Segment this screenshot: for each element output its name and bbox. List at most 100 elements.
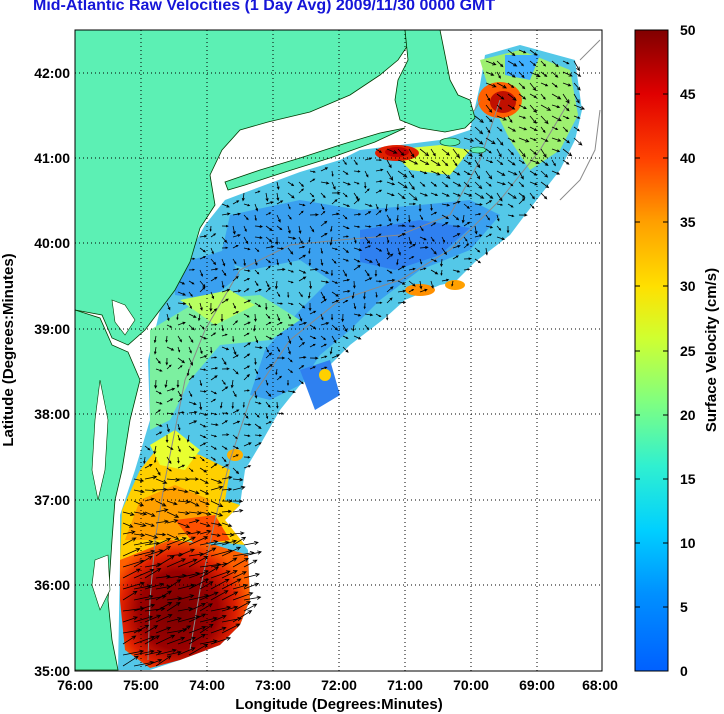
- velocity-arrow: [188, 467, 194, 473]
- velocity-arrow: [375, 233, 382, 238]
- velocity-arrow: [210, 276, 218, 282]
- velocity-arrow: [452, 255, 459, 260]
- velocity-arrow: [485, 137, 496, 145]
- velocity-arrow: [243, 412, 249, 419]
- velocity-arrow: [232, 467, 240, 475]
- velocity-arrow: [331, 291, 339, 297]
- velocity-arrow: [210, 615, 227, 623]
- velocity-arrow: [418, 203, 422, 213]
- velocity-arrow: [507, 71, 516, 78]
- velocity-arrow: [188, 291, 193, 297]
- velocity-arrow: [232, 454, 239, 458]
- velocity-arrow: [496, 148, 502, 158]
- velocity-arrow: [441, 203, 451, 207]
- velocity-arrow: [188, 510, 202, 516]
- velocity-arrow: [308, 258, 312, 267]
- velocity-arrow: [518, 159, 525, 164]
- velocity-arrow: [386, 236, 390, 244]
- velocity-arrow: [562, 148, 573, 157]
- velocity-arrow: [386, 278, 396, 282]
- velocity-arrow: [166, 617, 182, 623]
- velocity-arrow: [243, 434, 251, 437]
- velocity-arrow: [144, 445, 151, 451]
- velocity-arrow: [276, 302, 284, 305]
- x-axis-label: Longitude (Degrees:Minutes): [235, 696, 443, 713]
- velocity-arrow: [243, 214, 249, 221]
- y-axis-label: Latitude (Degrees:Minutes): [0, 253, 17, 446]
- velocity-arrow: [133, 489, 145, 494]
- velocity-arrow: [507, 192, 517, 199]
- velocity-arrow: [474, 258, 482, 264]
- colorbar-tick: 15: [680, 471, 696, 487]
- velocity-arrow: [264, 302, 268, 311]
- velocity-arrow: [342, 214, 348, 220]
- velocity-arrow: [232, 311, 240, 315]
- velocity-arrow: [210, 390, 218, 395]
- velocity-arrow: [320, 322, 330, 326]
- velocity-arrow: [210, 323, 218, 326]
- velocity-arrow: [144, 625, 159, 634]
- velocity-arrow: [463, 236, 468, 242]
- velocity-arrow: [330, 313, 334, 321]
- velocity-arrow: [474, 192, 485, 199]
- velocity-arrow: [364, 269, 370, 277]
- colorbar-tick: 30: [680, 278, 696, 294]
- lon-tick: 75:00: [123, 677, 159, 693]
- velocity-arrow: [331, 299, 340, 304]
- velocity-arrow: [342, 258, 350, 262]
- velocity-arrow: [562, 159, 570, 165]
- velocity-arrow: [452, 214, 460, 221]
- velocity-arrow: [518, 115, 527, 119]
- velocity-arrow: [573, 126, 581, 132]
- velocity-arrow: [386, 269, 393, 274]
- velocity-arrow: [243, 365, 251, 370]
- velocity-arrow: [166, 601, 181, 612]
- velocity-arrow: [331, 191, 341, 195]
- velocity-arrow: [331, 335, 337, 344]
- velocity-arrow: [298, 269, 307, 274]
- velocity-arrow: [518, 82, 526, 90]
- colorbar-tick: 25: [680, 343, 696, 359]
- velocity-arrow: [188, 268, 196, 271]
- velocity-arrow: [375, 189, 383, 194]
- velocity-arrow: [254, 288, 262, 293]
- velocity-arrow: [232, 212, 242, 216]
- velocity-arrow: [331, 280, 339, 284]
- velocity-arrow: [408, 243, 416, 249]
- velocity-arrow: [254, 335, 259, 344]
- velocity-arrow: [166, 511, 180, 518]
- velocity-arrow: [551, 159, 556, 167]
- velocity-arrow: [210, 308, 218, 315]
- velocity-arrow: [243, 550, 262, 557]
- velocity-arrow: [210, 233, 217, 238]
- velocity-arrow: [122, 537, 137, 546]
- velocity-arrow: [221, 570, 238, 579]
- velocity-arrow: [155, 538, 172, 546]
- velocity-arrow: [308, 291, 311, 299]
- velocity-arrow: [330, 269, 334, 277]
- velocity-arrow: [177, 511, 190, 516]
- velocity-arrow: [320, 247, 323, 254]
- velocity-arrow: [133, 522, 147, 527]
- velocity-arrow: [199, 346, 203, 355]
- velocity-arrow: [122, 511, 135, 516]
- velocity-arrow: [485, 104, 493, 113]
- velocity-arrow: [153, 346, 157, 355]
- velocity-arrow: [199, 286, 206, 293]
- velocity-arrow: [188, 346, 192, 354]
- velocity-arrow: [166, 324, 173, 328]
- velocity-arrow: [518, 126, 528, 131]
- velocity-arrow: [210, 500, 224, 507]
- velocity-arrow: [166, 445, 174, 450]
- velocity-arrow: [452, 224, 461, 228]
- velocity-arrow: [518, 213, 528, 217]
- velocity-arrow: [177, 390, 182, 398]
- velocity-arrow: [485, 170, 493, 180]
- velocity-arrow: [254, 390, 258, 399]
- velocity-arrow: [573, 115, 581, 119]
- velocity-arrow: [441, 170, 451, 180]
- velocity-arrow: [352, 280, 356, 289]
- velocity-arrow: [496, 214, 500, 222]
- velocity-arrow: [199, 401, 203, 411]
- velocity-arrow: [474, 115, 484, 123]
